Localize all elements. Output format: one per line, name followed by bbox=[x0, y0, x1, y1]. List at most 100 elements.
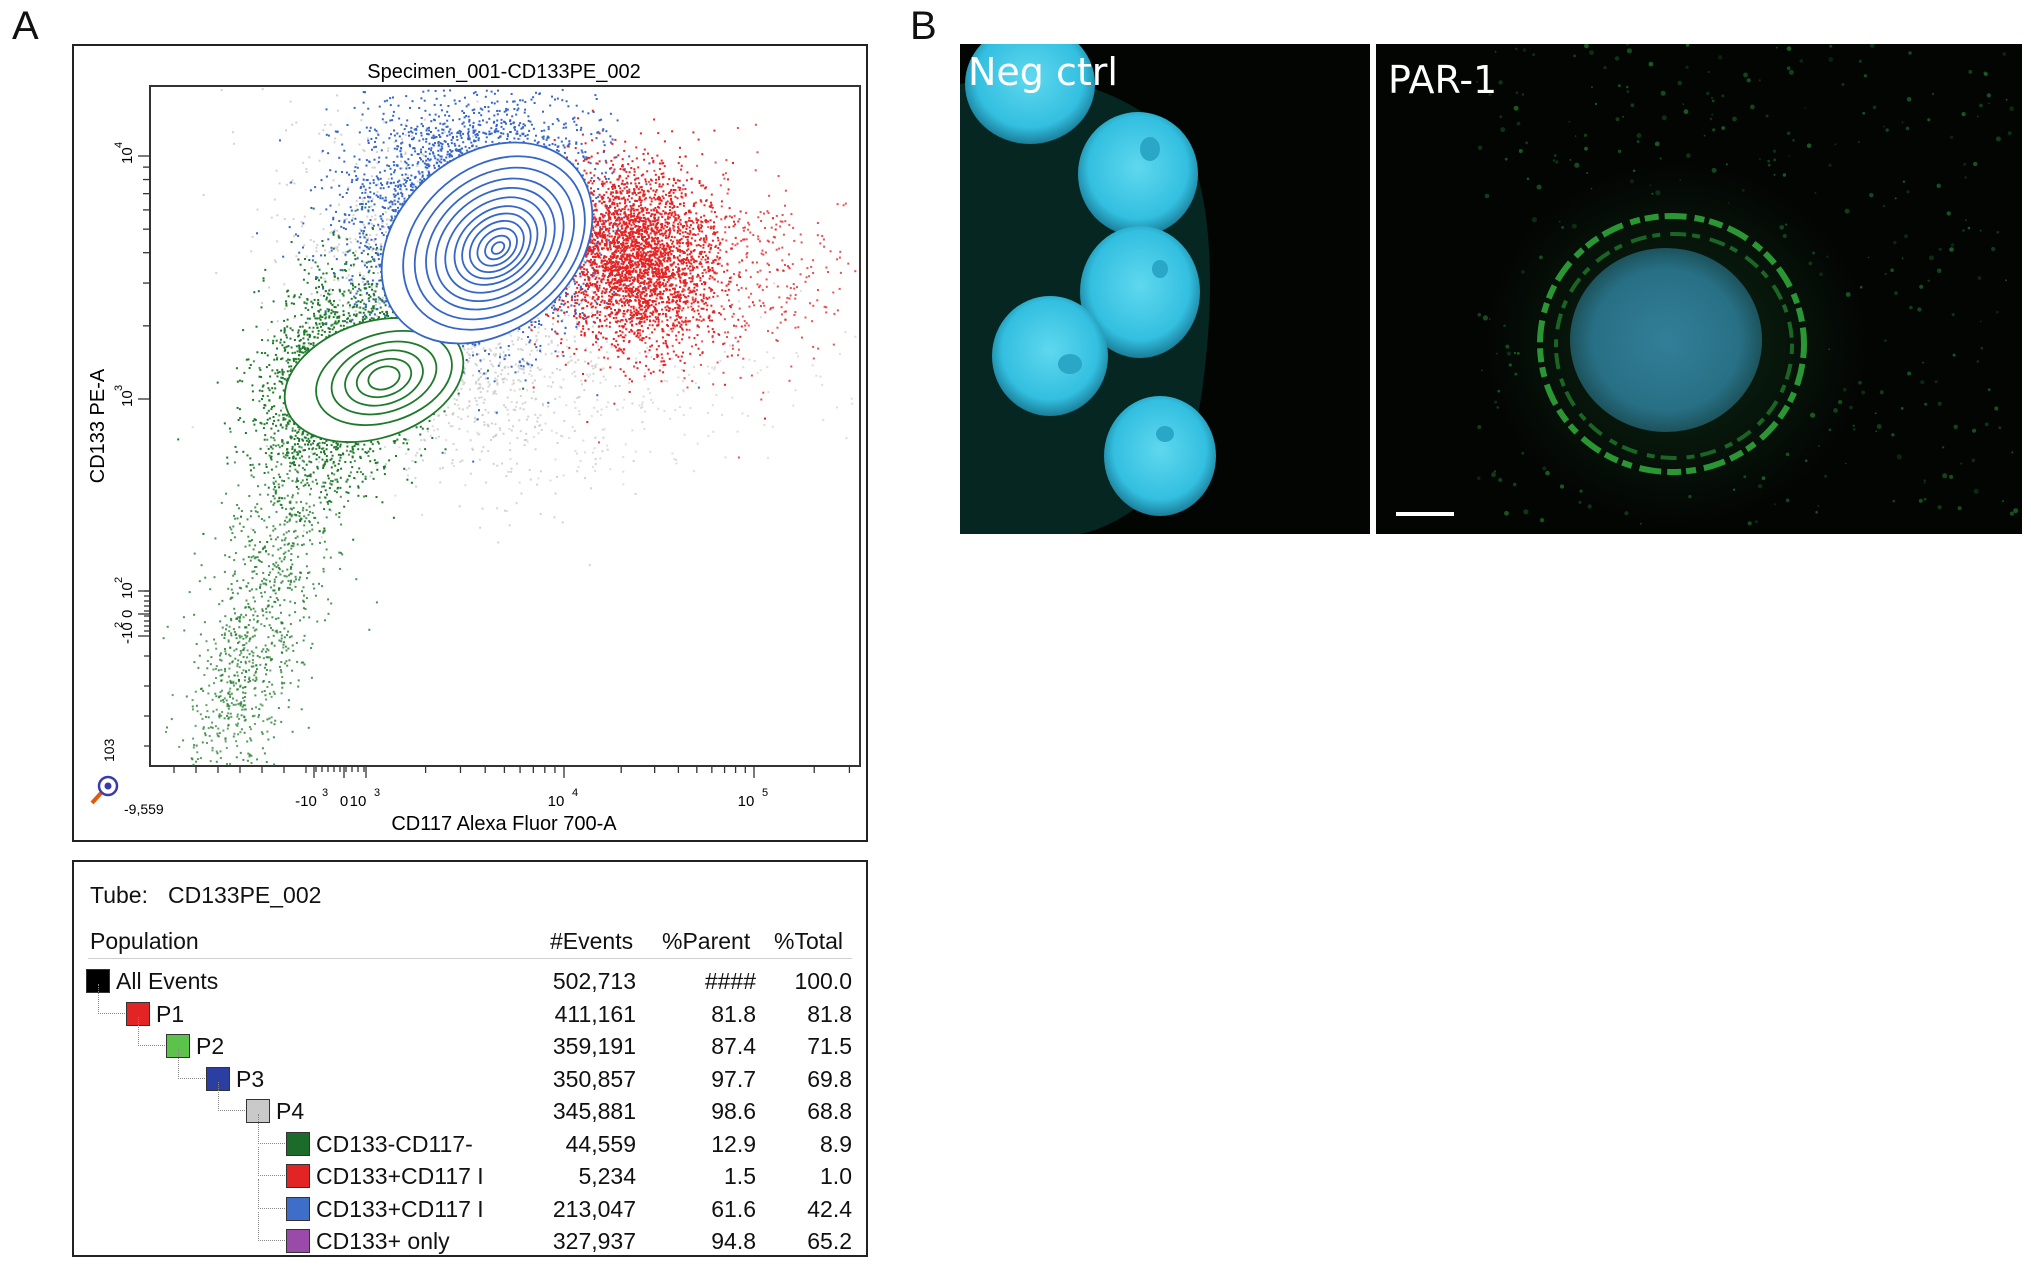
event-dot bbox=[643, 428, 646, 431]
event-dot bbox=[298, 428, 301, 431]
event-dot bbox=[337, 233, 340, 236]
event-dot bbox=[460, 387, 463, 390]
event-dot bbox=[234, 634, 237, 636]
event-dot bbox=[476, 431, 479, 434]
event-dot bbox=[584, 360, 587, 363]
event-dot bbox=[250, 527, 253, 530]
event-dot bbox=[534, 379, 536, 382]
event-dot bbox=[321, 458, 324, 461]
event-dot bbox=[707, 411, 709, 414]
event-dot bbox=[524, 401, 527, 404]
event-dot bbox=[277, 598, 279, 601]
event-dot bbox=[238, 507, 240, 510]
event-dot bbox=[235, 637, 238, 640]
event-dot bbox=[361, 299, 364, 302]
event-dot bbox=[466, 406, 469, 409]
event-dot bbox=[269, 375, 272, 378]
event-dot bbox=[277, 571, 280, 574]
event-dot bbox=[594, 463, 597, 466]
event-dot bbox=[284, 551, 287, 554]
event-dot bbox=[303, 663, 306, 666]
event-dot bbox=[300, 446, 303, 449]
event-dot bbox=[277, 473, 280, 476]
event-dot bbox=[286, 586, 289, 589]
event-dot bbox=[260, 518, 263, 520]
event-dot bbox=[283, 599, 286, 602]
event-dot bbox=[244, 676, 247, 678]
event-dot bbox=[270, 216, 273, 219]
event-dot bbox=[275, 510, 278, 513]
event-dot bbox=[238, 640, 241, 643]
event-dot bbox=[416, 451, 419, 454]
event-dot bbox=[291, 429, 294, 432]
event-dot bbox=[276, 356, 279, 359]
event-dot bbox=[337, 321, 340, 324]
event-dot bbox=[195, 744, 198, 747]
event-dot bbox=[185, 695, 188, 698]
event-dot bbox=[381, 310, 384, 313]
event-dot bbox=[582, 260, 585, 263]
event-dot bbox=[268, 681, 271, 683]
event-dot bbox=[512, 425, 515, 428]
event-dot bbox=[325, 298, 328, 301]
event-dot bbox=[321, 329, 324, 332]
event-dot bbox=[360, 294, 363, 296]
event-dot bbox=[305, 502, 308, 505]
event-dot bbox=[306, 317, 309, 320]
event-dot bbox=[369, 311, 372, 314]
event-dot bbox=[377, 299, 380, 301]
event-dot bbox=[394, 494, 397, 497]
event-dot bbox=[270, 468, 273, 471]
event-dot bbox=[330, 457, 333, 460]
event-dot bbox=[295, 641, 298, 644]
event-dot bbox=[298, 339, 301, 342]
event-dot bbox=[323, 508, 326, 511]
event-dot bbox=[574, 407, 577, 409]
event-dot bbox=[361, 448, 364, 451]
event-dot bbox=[298, 438, 301, 440]
event-dot bbox=[303, 468, 306, 471]
event-dot bbox=[230, 619, 233, 622]
event-dot bbox=[292, 357, 295, 360]
event-dot bbox=[271, 447, 274, 450]
event-dot bbox=[375, 496, 378, 498]
event-dot bbox=[351, 445, 354, 448]
event-dot bbox=[232, 525, 235, 528]
event-dot bbox=[253, 600, 256, 603]
event-dot bbox=[255, 676, 258, 679]
event-dot bbox=[322, 481, 325, 484]
event-dot bbox=[285, 649, 288, 652]
event-dot bbox=[363, 261, 366, 264]
event-dot bbox=[554, 492, 557, 495]
event-dot bbox=[357, 486, 360, 489]
event-dot bbox=[251, 235, 254, 238]
event-dot bbox=[232, 735, 235, 738]
event-dot bbox=[365, 495, 368, 498]
event-dot bbox=[512, 343, 515, 346]
event-dot bbox=[262, 648, 265, 651]
event-dot bbox=[243, 699, 246, 702]
event-dot bbox=[363, 278, 366, 280]
event-dot bbox=[230, 692, 233, 695]
event-dot bbox=[332, 460, 335, 463]
event-dot bbox=[675, 462, 678, 465]
event-dot bbox=[715, 393, 718, 396]
event-dot bbox=[455, 448, 458, 451]
event-dot bbox=[292, 506, 295, 509]
event-dot bbox=[307, 513, 310, 516]
event-dot bbox=[320, 334, 323, 336]
event-dot bbox=[301, 467, 304, 469]
event-dot bbox=[329, 479, 332, 482]
event-dot bbox=[233, 559, 236, 562]
event-dot bbox=[308, 156, 311, 159]
event-dot bbox=[251, 384, 254, 387]
event-dot bbox=[283, 627, 286, 630]
event-dot bbox=[250, 556, 253, 559]
event-dot bbox=[499, 429, 502, 432]
event-dot bbox=[537, 317, 540, 320]
event-dot bbox=[384, 466, 387, 469]
event-dot bbox=[301, 433, 304, 436]
event-dot bbox=[352, 263, 355, 266]
event-dot bbox=[354, 238, 357, 241]
event-dot bbox=[209, 663, 212, 666]
